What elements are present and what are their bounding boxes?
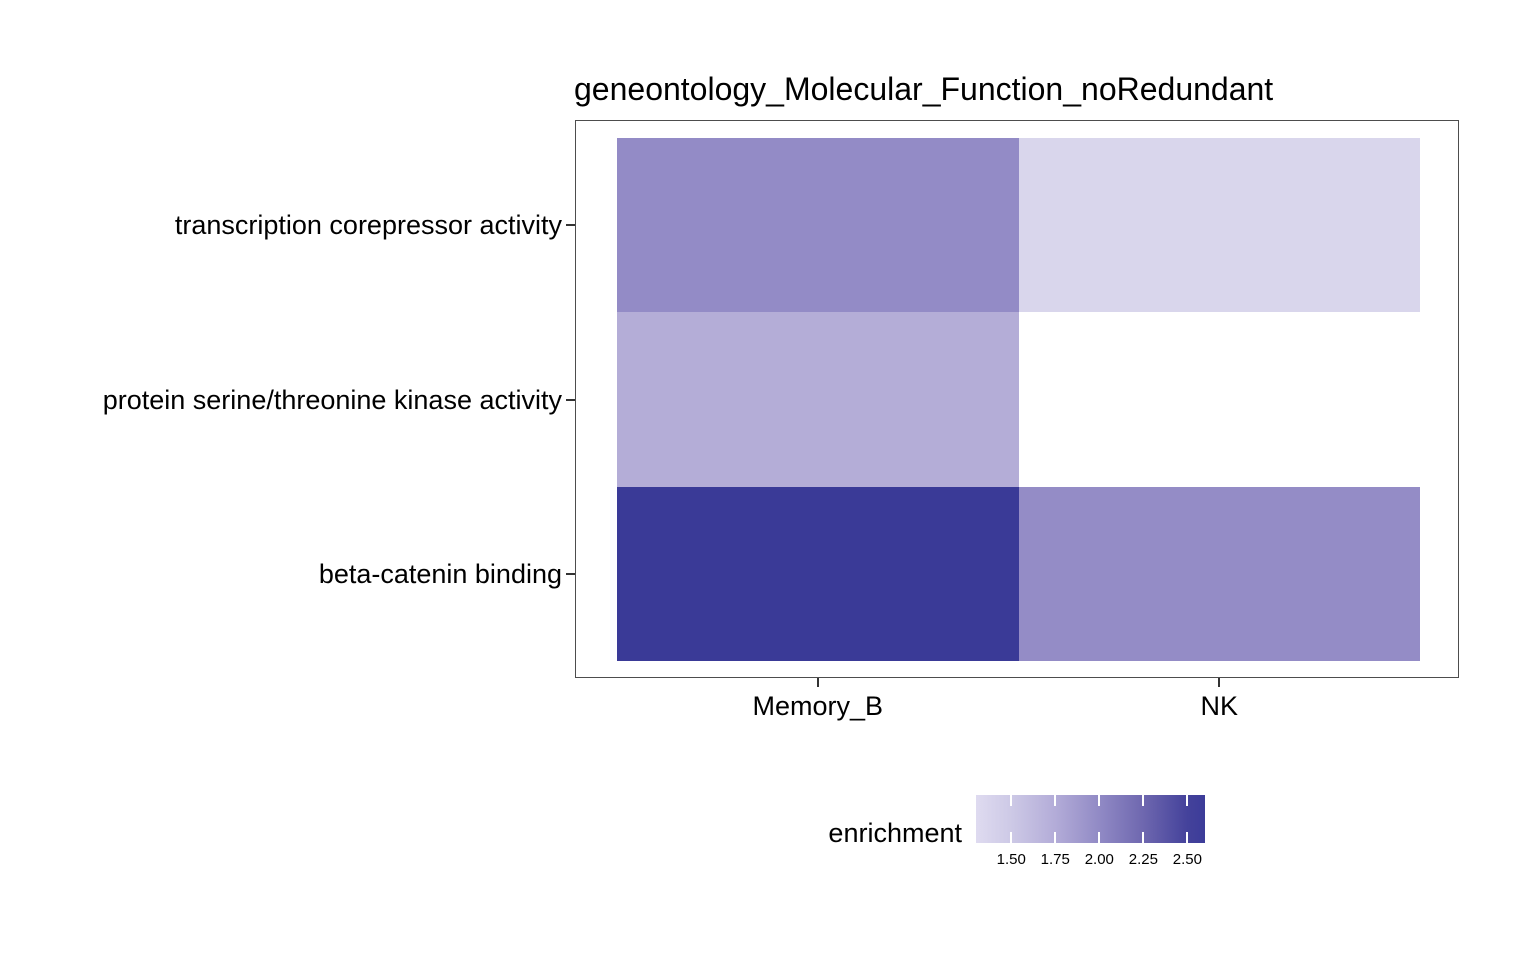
legend-tick-mark — [1010, 795, 1013, 806]
y-axis-tick — [566, 224, 575, 227]
legend-tick-mark — [1098, 795, 1101, 806]
y-axis-tick — [566, 398, 575, 401]
legend-tick-mark — [1054, 795, 1057, 806]
legend-tick-mark — [1054, 832, 1057, 843]
heatmap-cell-2-0 — [617, 486, 1019, 661]
legend-tick-label: 1.75 — [1040, 851, 1070, 868]
legend-tick-label: 2.00 — [1084, 851, 1114, 868]
heatmap-cell-1-0 — [617, 312, 1019, 487]
x-axis-tick — [1218, 678, 1221, 687]
legend-title: enrichment — [828, 818, 962, 848]
legend-tick-mark — [1142, 832, 1145, 843]
heatmap-cell-0-1 — [1018, 138, 1420, 313]
heatmap-cell-2-1 — [1018, 486, 1420, 661]
legend-tick-mark — [1098, 832, 1101, 843]
legend-tick-mark — [1142, 795, 1145, 806]
x-axis-label: Memory_B — [752, 691, 884, 721]
x-axis-label: NK — [1200, 691, 1238, 721]
x-axis-tick — [816, 678, 819, 687]
legend-tick-mark — [1186, 832, 1189, 843]
y-axis-label: beta-catenin binding — [318, 558, 562, 589]
legend-gradient-bar — [976, 795, 1205, 843]
heatmap-cells — [617, 138, 1420, 661]
legend-tick-mark — [1186, 795, 1189, 806]
legend-tick-label: 2.50 — [1172, 851, 1202, 868]
legend-tick-label: 1.50 — [996, 851, 1026, 868]
y-axis-label: protein serine/threonine kinase activity — [102, 384, 562, 415]
y-axis-tick — [566, 572, 575, 575]
heatmap-cell-0-0 — [617, 138, 1019, 313]
legend-tick-mark — [1010, 832, 1013, 843]
heatmap-cell-1-1 — [1018, 312, 1420, 487]
chart-title: geneontology_Molecular_Function_noRedund… — [574, 71, 1274, 107]
y-axis-label: transcription corepressor activity — [174, 210, 562, 241]
legend-tick-label: 2.25 — [1128, 851, 1158, 868]
